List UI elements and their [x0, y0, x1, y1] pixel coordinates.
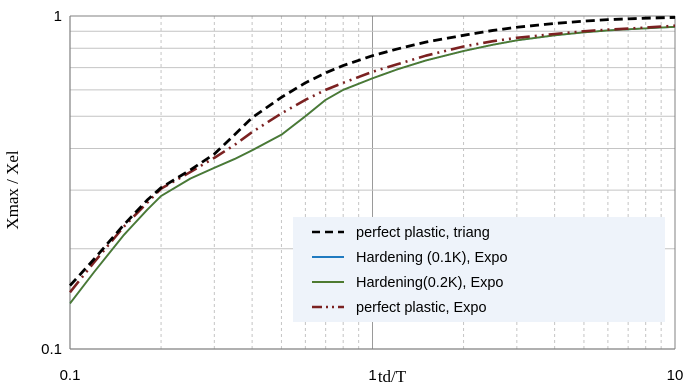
x-axis-title: td/T: [378, 367, 407, 386]
legend-label-perfect-plastic-expo: perfect plastic, Expo: [356, 300, 487, 316]
x-tick-label: 1: [368, 367, 376, 384]
legend: perfect plastic, triang Hardening (0.1K)…: [312, 225, 508, 316]
legend-label-hardening-01k: Hardening (0.1K), Expo: [356, 250, 508, 266]
legend-label-perfect-plastic-triang: perfect plastic, triang: [356, 225, 490, 241]
y-axis-title: Xmax / Xel: [3, 150, 22, 230]
series-line-perfect-plastic-triang: [68, 16, 676, 287]
y-tick-label: 0.1: [41, 341, 62, 358]
tick-labels: 0.1 1 10 0.1 1: [41, 8, 683, 384]
legend-background: [293, 217, 665, 322]
x-tick-label: 0.1: [60, 367, 81, 384]
series-layer: [68, 16, 676, 305]
y-tick-label: 1: [54, 8, 62, 25]
x-tick-label: 10: [667, 367, 684, 384]
axes: [69, 15, 676, 350]
legend-label-hardening-02k: Hardening(0.2K), Expo: [356, 275, 504, 291]
